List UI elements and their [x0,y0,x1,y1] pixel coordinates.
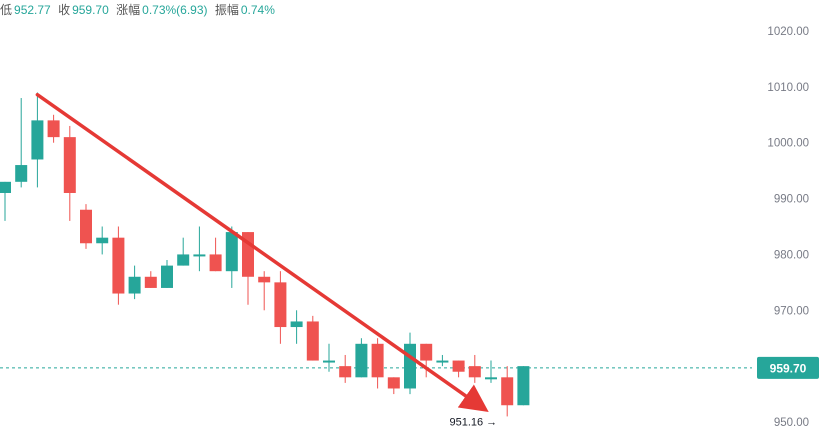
y-tick-label: 1020.00 [767,26,809,38]
candle-body-down [144,276,157,288]
amplitude-value: 0.74% [240,3,275,17]
candle-body-up [177,254,190,266]
candle [15,98,28,188]
candle [112,226,125,305]
candle [258,271,271,311]
candle-body-down [468,366,481,378]
low-label: 低 [0,3,13,17]
candle [63,125,76,221]
candle [225,226,238,288]
y-tick-label: 1010.00 [767,82,809,94]
candle [355,338,368,378]
close-label: 收 [58,3,71,17]
candle-body-down [387,377,400,389]
candle [436,354,449,367]
candle-body-down [80,209,92,244]
candle [501,366,514,417]
y-tick-label: 980.00 [774,249,809,261]
candle [144,271,157,288]
candle-body-up [517,366,530,406]
low-marker-label: 951.16 → [449,417,497,429]
candle [96,226,109,255]
candle [468,354,481,383]
candle-body-down [339,366,352,378]
candle [209,237,222,272]
candle [387,377,400,395]
candle-body-up [436,360,449,363]
y-axis: 950.00960.00970.00980.00990.001000.00101… [767,26,809,429]
y-tick-label: 950.00 [774,417,809,429]
close-value: 959.70 [72,3,109,17]
candle-body-up [193,254,206,257]
candle-body-up [0,181,11,193]
low-value: 952.77 [14,3,51,17]
candle [274,271,287,344]
candle [339,354,352,383]
candle [161,260,173,288]
last-price-tag [757,356,819,379]
candle-body-down [501,377,514,406]
candle-body-up [355,343,368,378]
candle [323,343,335,372]
candle [80,204,92,249]
candle [193,226,206,272]
candle [177,237,190,266]
candle [371,338,384,389]
candle [404,332,416,395]
candle-body-up [323,360,335,363]
last-price-tag-label: 959.70 [770,361,807,375]
candle-body-up [15,165,28,182]
candle-body-down [63,137,76,193]
candle-body-down [258,276,271,283]
candle-body-down [209,254,222,272]
candle-body-up [161,265,173,288]
candle-body-up [290,321,303,328]
candle [452,360,465,378]
y-tick-label: 970.00 [774,305,809,317]
candle [0,181,11,221]
trend-line-arrow [35,92,489,413]
candle-body-up [485,377,497,380]
y-tick-label: 1000.00 [767,138,809,150]
candle-body-down [47,120,60,138]
candle-body-down [306,321,319,361]
candle [420,343,433,378]
candle-body-down [112,237,125,294]
candle-body-up [96,237,109,244]
candle-body-up [404,343,416,389]
candle [47,114,60,143]
y-tick-label: 990.00 [774,194,809,206]
trend-line-layer: 951.16 → [35,92,497,429]
candle-body-up [128,276,141,294]
candle-body-down [274,282,287,328]
candle [290,310,303,344]
candle-body-up [225,232,238,272]
amplitude-label: 振幅 [214,3,239,17]
ohlc-info-bar: 低 952.77 收 959.70 涨幅 0.73%(6.93) 振幅 0.74% [0,2,275,18]
candle [128,265,141,300]
candle [306,315,319,361]
candle [31,92,44,188]
candle-body-down [452,360,465,372]
candle-body-up [31,120,44,160]
candle [485,360,497,383]
candle-body-down [420,343,433,361]
change-value: 0.73%(6.93) [142,3,208,17]
price-tag-layer: 959.70 [757,356,819,379]
candle [517,366,530,406]
candle-body-down [371,343,384,378]
change-label: 涨幅 [116,3,141,17]
candles-layer [0,92,530,417]
